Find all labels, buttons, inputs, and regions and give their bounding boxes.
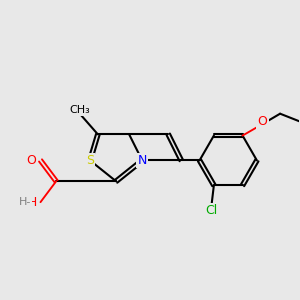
Text: Cl: Cl [205,204,218,217]
Text: N: N [137,154,147,167]
Text: O: O [26,154,36,167]
Text: H-: H- [19,197,31,207]
Text: S: S [86,154,94,167]
Text: O: O [257,115,267,128]
Text: CH₃: CH₃ [69,105,90,115]
Text: OH: OH [19,196,38,208]
